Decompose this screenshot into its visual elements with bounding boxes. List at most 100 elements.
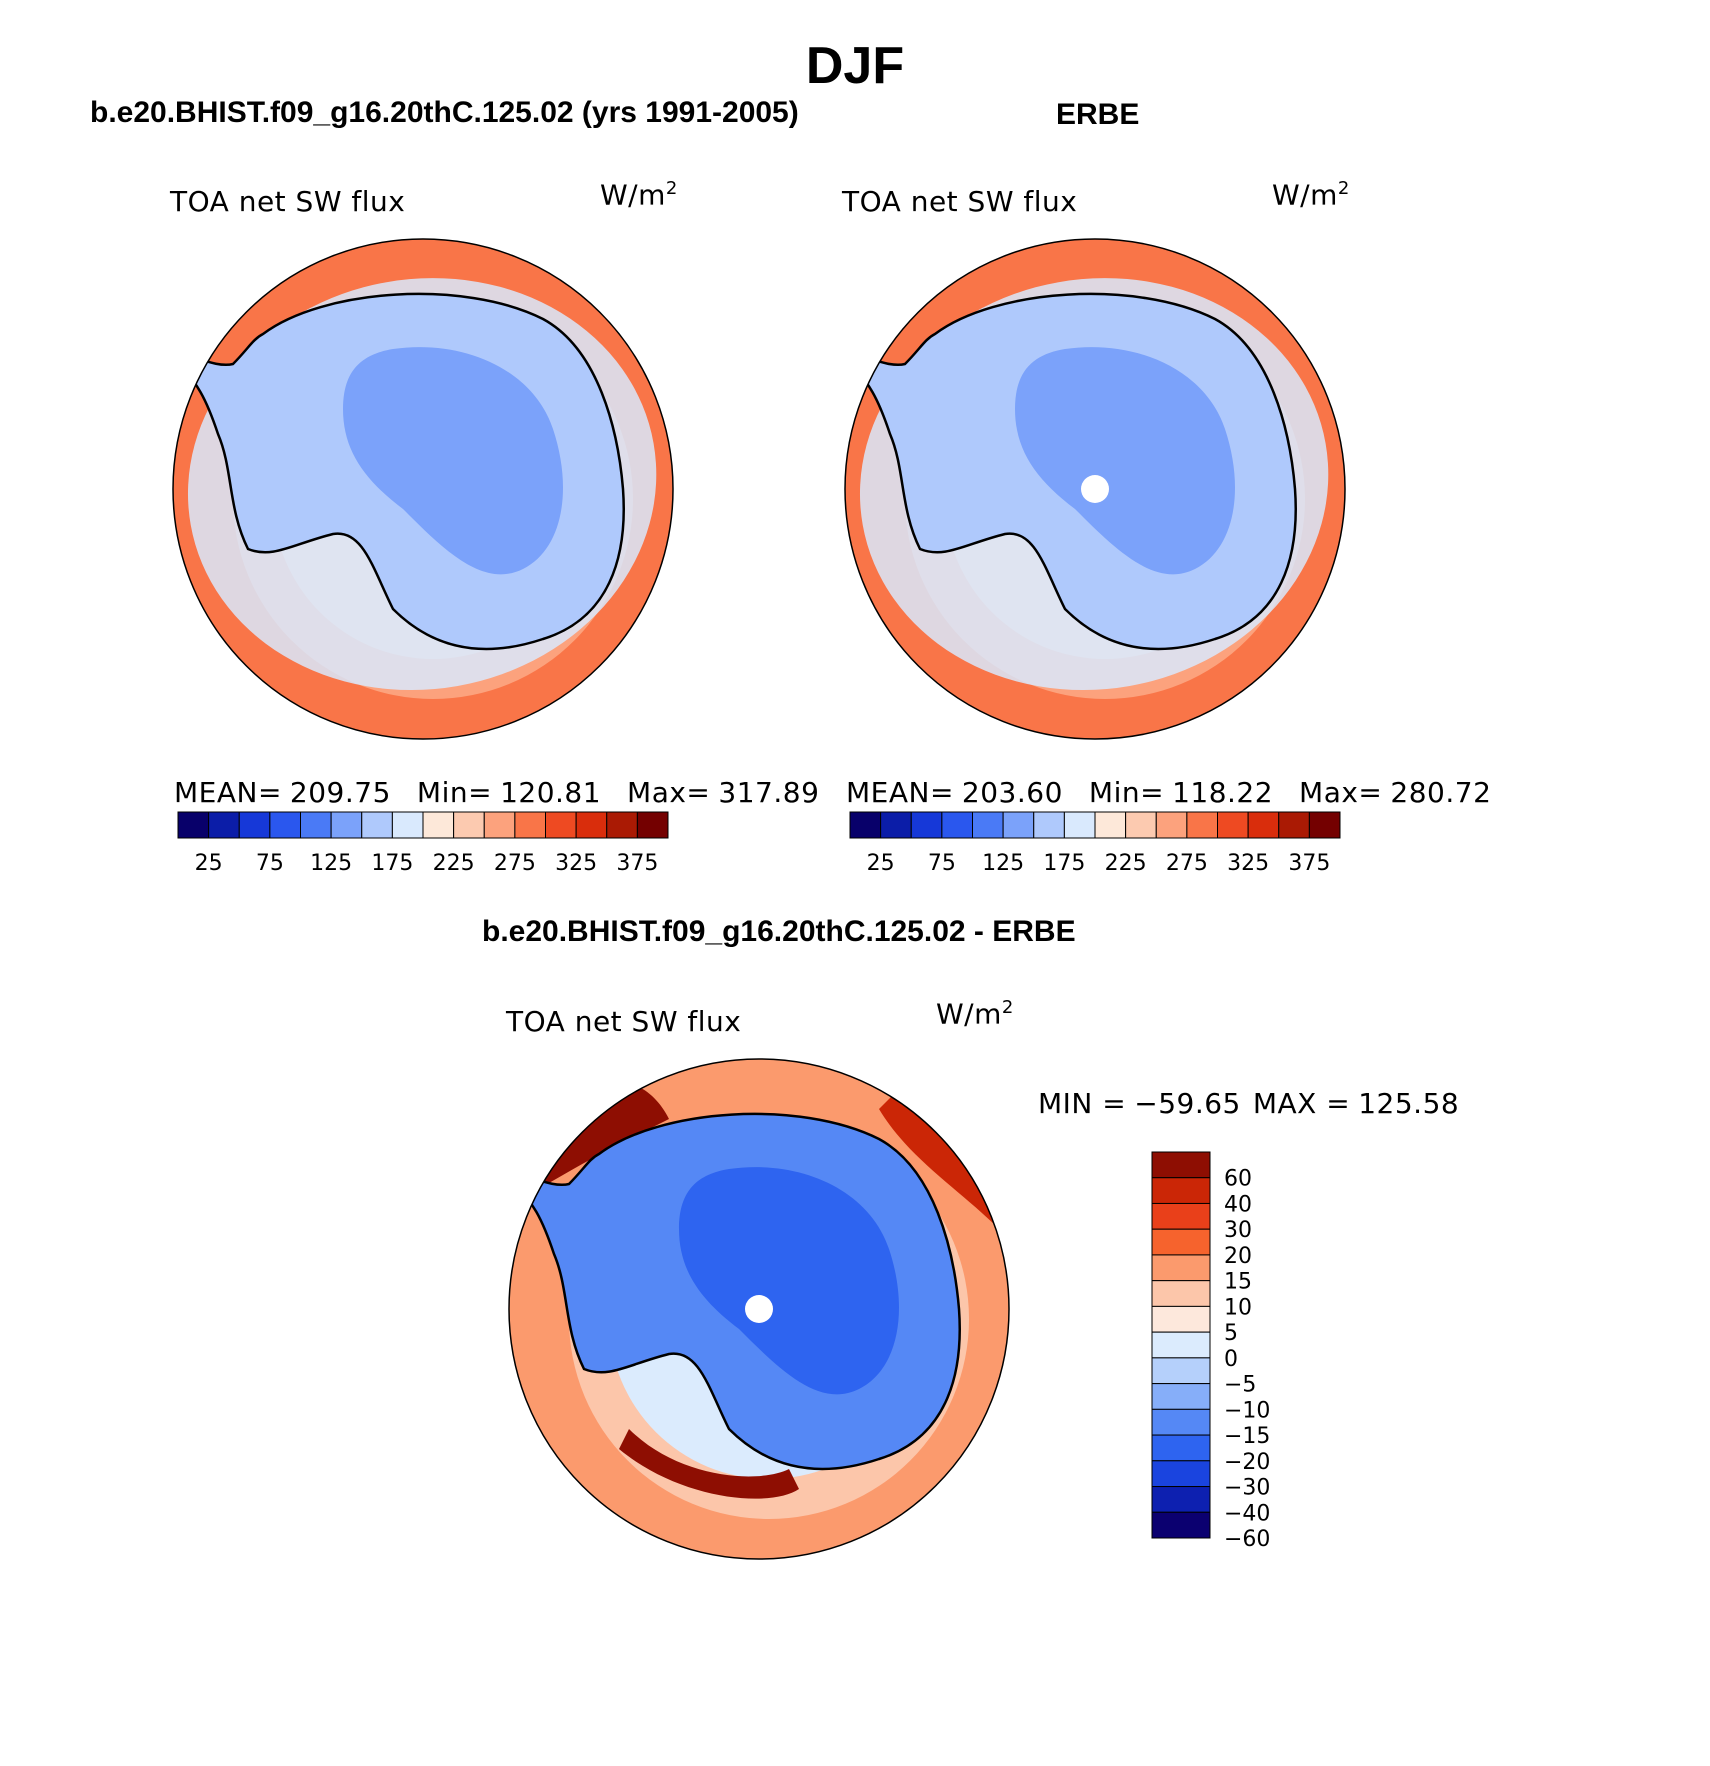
diff-colorbar-box [1151, 1228, 1211, 1256]
obs-colorbar-box [1308, 811, 1341, 839]
obs-stats: MEAN= 203.60 Min= 118.22 Max= 280.72 [846, 776, 1491, 809]
diff-colorbar-tick-label: −10 [1224, 1398, 1270, 1423]
obs-colorbar-tick-label: 225 [1105, 851, 1147, 876]
map-diff-coastal-bias [619, 1429, 799, 1499]
model-colorbar-tick-label: 75 [256, 851, 284, 876]
model-units-label: W/m2 [600, 178, 678, 212]
map-obs-peninsula-coast [845, 288, 864, 355]
model-colorbar-tick-label: 275 [494, 851, 536, 876]
diff-min-label: MIN = [1038, 1087, 1127, 1120]
model-colorbar-tick-label: 175 [371, 851, 413, 876]
obs-colorbar-box [849, 811, 882, 839]
obs-colorbar-tick-label: 175 [1043, 851, 1085, 876]
model-max-label: Max= [627, 776, 711, 809]
map-model-peninsula-coast [173, 288, 192, 355]
diff-colorbar-tick-label: −15 [1224, 1424, 1270, 1449]
model-polar-map [172, 238, 674, 740]
model-colorbar-box [361, 811, 393, 839]
diff-colorbar-tick-label: −5 [1224, 1373, 1256, 1398]
diff-colorbar-box [1151, 1486, 1211, 1513]
diff-variable-label: TOA net SW flux [506, 1005, 742, 1038]
diff-colorbar-box [1151, 1151, 1211, 1179]
model-colorbar-box [238, 811, 271, 839]
model-colorbar-box [483, 811, 516, 839]
obs-colorbar-box [1186, 811, 1218, 839]
diff-colorbar-box [1151, 1460, 1211, 1488]
model-colorbar-tick-label: 325 [555, 851, 597, 876]
diff-colorbar-box [1151, 1254, 1211, 1282]
model-variable-label: TOA net SW flux [170, 185, 406, 218]
diff-units-label: W/m2 [936, 997, 1014, 1031]
map-diff-pole-hole [745, 1295, 773, 1323]
diff-colorbar-tick-label: 40 [1224, 1192, 1252, 1217]
obs-colorbar-box [1002, 811, 1035, 839]
obs-max-value: 280.72 [1390, 776, 1492, 809]
diff-colorbar-box [1151, 1434, 1211, 1462]
obs-colorbar-tick-label: 325 [1227, 851, 1269, 876]
obs-colorbar-box [1125, 811, 1157, 839]
obs-colorbar: 25 75 125 175 225 275 325 375 [849, 811, 1341, 876]
obs-variable-label: TOA net SW flux [842, 185, 1078, 218]
map-diff-boundary [508, 1058, 1010, 1560]
diff-colorbar-tick-label: −40 [1224, 1501, 1270, 1526]
model-colorbar-tick-label: 225 [433, 851, 475, 876]
diff-colorbar-tick-label: 60 [1224, 1167, 1252, 1192]
map-model-peninsula-fill [173, 289, 191, 354]
model-min-label: Min= [416, 776, 493, 809]
model-max-value: 317.89 [718, 776, 820, 809]
obs-colorbar-box [910, 811, 943, 839]
diff-colorbar-tick-label: 30 [1224, 1218, 1252, 1243]
obs-min-value: 118.22 [1172, 776, 1274, 809]
map-obs-boundary [844, 238, 1346, 740]
obs-colorbar-tick-label: 125 [982, 851, 1024, 876]
model-colorbar: 25 75 125 175 225 275 325 375 [177, 811, 669, 876]
diff-colorbar-tick-label: 5 [1224, 1321, 1238, 1346]
model-colorbar-box [269, 811, 301, 839]
model-colorbar-tick-label: 375 [616, 851, 658, 876]
model-mean-label: MEAN= [174, 776, 282, 809]
diff-max-value: 125.58 [1358, 1087, 1460, 1120]
diff-colorbar-box [1151, 1383, 1211, 1410]
figure-title: DJF [805, 37, 905, 95]
model-colorbar-box [391, 811, 424, 839]
obs-colorbar-tick-label: 25 [867, 851, 895, 876]
obs-colorbar-box [1217, 811, 1249, 839]
obs-colorbar-box [880, 811, 912, 839]
map-model-boundary [172, 238, 674, 740]
obs-colorbar-box [1247, 811, 1280, 839]
obs-units-label: W/m2 [1272, 178, 1350, 212]
diff-polar-map [508, 1058, 1010, 1560]
diff-colorbar-box [1151, 1511, 1211, 1539]
obs-colorbar-box [1063, 811, 1096, 839]
model-mean-value: 209.75 [289, 776, 391, 809]
obs-colorbar-box [1155, 811, 1188, 839]
map-diff-peninsula-coast [509, 1108, 528, 1175]
model-colorbar-box [330, 811, 363, 839]
diff-colorbar-tick-label: 0 [1224, 1347, 1238, 1372]
diff-colorbar-tick-label: −60 [1224, 1527, 1270, 1548]
diff-colorbar-tick-label: −20 [1224, 1450, 1270, 1475]
obs-mean-value: 203.60 [961, 776, 1063, 809]
obs-colorbar-box [1094, 811, 1127, 839]
model-colorbar-box [422, 811, 455, 839]
model-stats: MEAN= 209.75 Min= 120.81 Max= 317.89 [174, 776, 819, 809]
map-diff-ne-bias [879, 1079, 1001, 1229]
map-obs-peninsula-fill [845, 289, 863, 354]
obs-max-label: Max= [1299, 776, 1383, 809]
diff-colorbar-tick-label: 10 [1224, 1295, 1252, 1320]
map-obs-pole-hole [1081, 475, 1109, 503]
model-colorbar-tick-label: 125 [310, 851, 352, 876]
diff-colorbar-tick-label: −30 [1224, 1476, 1270, 1501]
obs-polar-map [844, 238, 1346, 740]
obs-colorbar-box [1278, 811, 1310, 839]
diff-min-value: −59.65 [1134, 1087, 1241, 1120]
diff-colorbar-box [1151, 1280, 1211, 1307]
model-colorbar-box [545, 811, 577, 839]
map-diff-peninsula-fill [509, 1109, 527, 1174]
diff-panel-title: b.e20.BHIST.f09_g16.20thC.125.02 - ERBE [482, 915, 1076, 948]
obs-min-label: Min= [1088, 776, 1165, 809]
obs-panel-title: ERBE [1056, 98, 1140, 131]
diff-colorbar-tick-label: 20 [1224, 1244, 1252, 1269]
obs-mean-label: MEAN= [846, 776, 954, 809]
